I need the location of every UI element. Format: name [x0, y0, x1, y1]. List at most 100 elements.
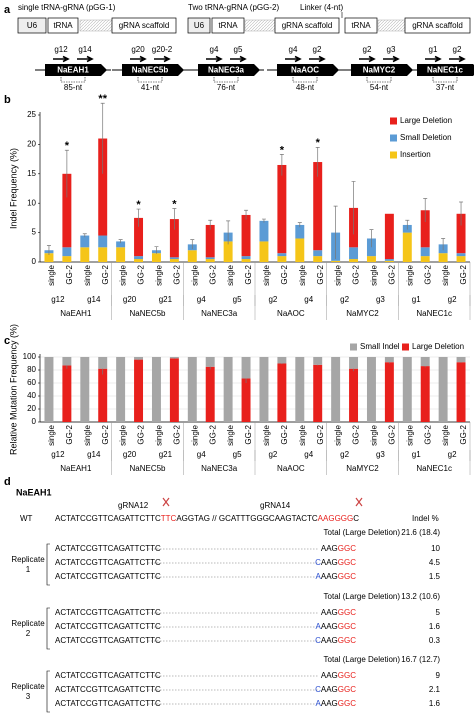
x-tick-label: GG-2 [280, 264, 289, 284]
panel-label: d [4, 476, 11, 488]
bar-segment [295, 224, 305, 239]
error-bar [154, 246, 159, 254]
bar-segment [259, 241, 269, 262]
sequence-part: AAG [321, 608, 338, 617]
x-tick-label: GG-2 [387, 264, 396, 284]
guide-label: g20-2 [152, 45, 173, 54]
group-label: NaNEC1c [416, 464, 452, 473]
error-bar [46, 245, 51, 255]
significance-mark: * [136, 199, 141, 211]
construct-part [344, 17, 378, 34]
row-value: 1.5 [429, 572, 441, 581]
replicate-name: Replicate [11, 682, 45, 691]
bar-segment [98, 247, 108, 262]
guide-label: g3 [376, 450, 385, 459]
guide-label: g2 [313, 45, 322, 54]
guide-label: g5 [234, 45, 243, 54]
sequence-left: ACTATCCGTTCAGATTCTTC [55, 544, 161, 553]
legend-label: Large Deletion [400, 116, 452, 125]
significance-mark: * [280, 144, 285, 156]
guide-label: g21 [159, 295, 173, 304]
total-label: Total (Large Deletion) [324, 528, 401, 537]
panel-label: b [4, 94, 11, 106]
y-tick-label: 60 [27, 378, 36, 387]
guide-label: g4 [197, 450, 206, 459]
bar-segment [420, 357, 430, 367]
bar-segment [313, 250, 323, 257]
row-value: 5 [436, 608, 441, 617]
sequence-right: AAGGGC [321, 671, 356, 680]
construct-part [211, 17, 245, 34]
bar-segment [456, 253, 466, 257]
guide-label: g20 [131, 45, 145, 54]
bar-segment [169, 219, 179, 258]
y-tick-label: 100 [23, 352, 37, 361]
error-bar [279, 154, 284, 176]
bar-segment [349, 357, 359, 369]
replicate-bracket [46, 543, 50, 586]
error-bar [82, 233, 87, 238]
gene-box [45, 64, 101, 76]
sequence-part: AAG [321, 544, 338, 553]
error-bar [244, 209, 249, 220]
bar-segment [134, 357, 144, 360]
guide-label: g2 [363, 45, 372, 54]
x-tick-label: GG-2 [244, 424, 253, 444]
gene-tip [178, 64, 184, 76]
group-label: NaAOC [277, 464, 305, 473]
gap-label: 41-nt [141, 83, 160, 92]
bar-segment [313, 162, 323, 251]
bar-segment [313, 364, 323, 422]
construct-part-label: gRNA scaffold [282, 21, 333, 30]
legend-label: Insertion [400, 150, 431, 159]
construct-part [274, 17, 340, 34]
sequence-right: CAAGGGC [315, 558, 356, 567]
bar-segment [62, 357, 72, 366]
x-tick-label: single [441, 424, 450, 445]
significance-mark: ** [98, 93, 107, 105]
legend-label: Small Indel [360, 342, 400, 351]
sequence-part: A [316, 699, 322, 708]
gap-bracket [137, 77, 163, 83]
row-value: 0.3 [429, 636, 441, 645]
sequence-part: C [315, 685, 321, 694]
construct-part-label: U6 [194, 21, 205, 30]
sequence-part: TTC [161, 514, 177, 523]
x-tick-label: single [226, 264, 235, 285]
x-tick-label: single [262, 264, 271, 285]
sequence-part: A [316, 622, 322, 631]
bar-segment [420, 247, 430, 257]
sequence-part: GGC [338, 622, 356, 631]
y-axis-label: Relative Mutation Frequency (%) [8, 324, 18, 455]
bar-segment [98, 138, 108, 236]
bar-segment [205, 259, 215, 262]
error-bar [369, 229, 374, 248]
wt-sequence: ACTATCCGTTCAGATTCTTCTTCAGGTAG // GCATTTG… [55, 514, 359, 523]
bar-segment [402, 232, 412, 262]
gene-tip [333, 64, 339, 76]
x-tick-label: single [47, 264, 56, 285]
bar-segment [151, 357, 161, 422]
x-tick-label: single [226, 424, 235, 445]
guide-label: g12 [54, 45, 68, 54]
guide-label: g1 [429, 45, 438, 54]
gene-name: NaEAH1 [57, 66, 89, 75]
x-tick-label: single [155, 424, 164, 445]
x-tick-label: GG-2 [172, 264, 181, 284]
bar-segment [349, 247, 359, 260]
group-label: NaEAH1 [60, 309, 92, 318]
error-bar [226, 220, 231, 245]
gene-name: NaMYC2 [363, 66, 396, 75]
bar-segment [331, 357, 341, 422]
panel-label: c [4, 335, 10, 347]
sequence-part: AAG [321, 622, 338, 631]
guide-label: g12 [51, 295, 65, 304]
bar-segment [331, 260, 341, 262]
x-tick-label: single [334, 264, 343, 285]
sequence-part: GGC [338, 572, 356, 581]
construct-part [17, 17, 47, 34]
x-tick-label: single [47, 424, 56, 445]
sequence-left: ACTATCCGTTCAGATTCTTC [55, 685, 161, 694]
guide-arrow [309, 55, 326, 63]
gene-box [198, 64, 254, 76]
